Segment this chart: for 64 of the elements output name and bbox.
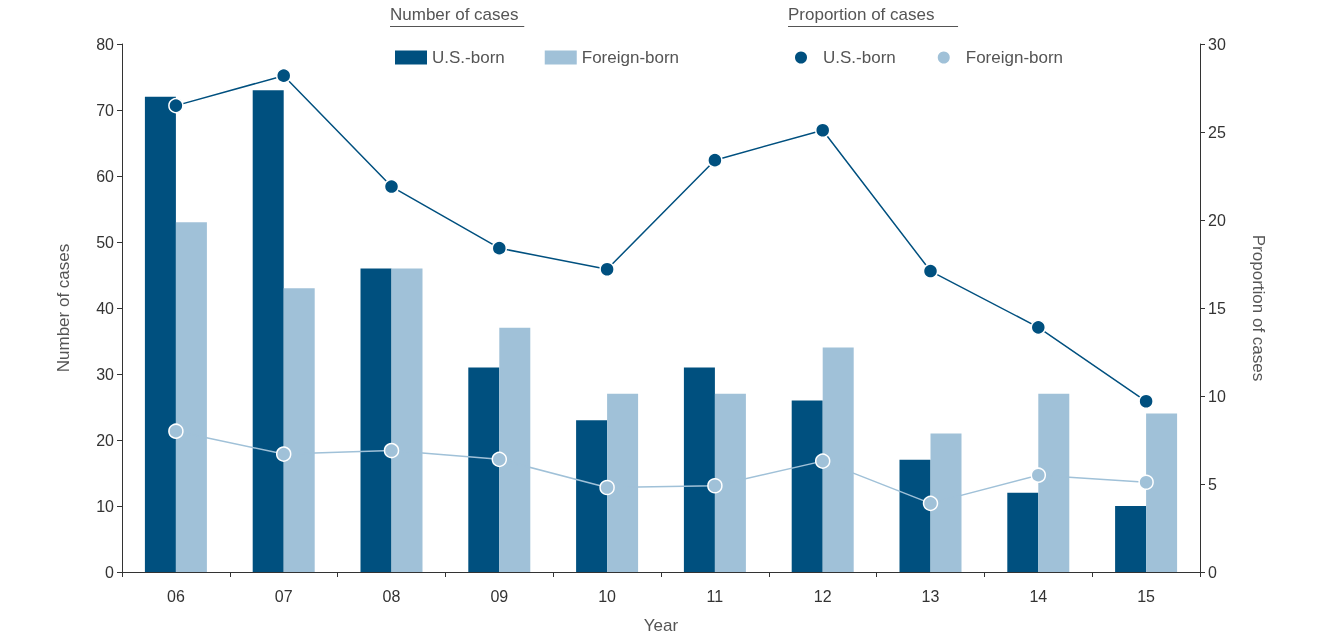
x-tick-label: 15 bbox=[1137, 587, 1156, 605]
x-tick-label: 09 bbox=[490, 587, 509, 605]
point bbox=[707, 478, 723, 494]
point bbox=[1030, 319, 1047, 336]
y2-tick-label: 10 bbox=[1208, 387, 1226, 405]
x-tick-label: 14 bbox=[1029, 587, 1048, 605]
point bbox=[922, 263, 939, 279]
point bbox=[275, 67, 292, 84]
point bbox=[814, 122, 831, 138]
y2-tick-label: 0 bbox=[1208, 563, 1217, 581]
point bbox=[707, 152, 723, 168]
x-tick-label: 11 bbox=[706, 587, 724, 605]
point bbox=[1138, 393, 1154, 410]
bar bbox=[1115, 506, 1147, 572]
point bbox=[599, 479, 615, 496]
bar bbox=[576, 420, 608, 572]
point bbox=[168, 97, 184, 114]
point bbox=[1030, 467, 1047, 483]
point bbox=[1138, 474, 1154, 490]
x-tick-label: 12 bbox=[813, 587, 832, 605]
point bbox=[168, 423, 184, 439]
text: Proportion of cases bbox=[788, 5, 935, 24]
y2-tick-label: 30 bbox=[1208, 35, 1226, 53]
y-tick-label: 70 bbox=[96, 101, 115, 119]
x-tick-label: 08 bbox=[382, 587, 401, 605]
bar bbox=[791, 400, 823, 572]
bar bbox=[360, 268, 392, 572]
bar bbox=[252, 90, 284, 572]
x-axis-title: Year bbox=[643, 616, 679, 635]
point bbox=[922, 495, 939, 512]
point bbox=[599, 261, 615, 278]
text: Number of cases bbox=[390, 5, 519, 24]
bar bbox=[899, 459, 931, 572]
point bbox=[491, 451, 508, 468]
point bbox=[814, 453, 831, 469]
bar bbox=[468, 367, 500, 572]
x-tick-label: 07 bbox=[274, 587, 293, 605]
y-tick-label: 0 bbox=[105, 563, 115, 581]
bar bbox=[1007, 492, 1039, 572]
point bbox=[383, 442, 400, 459]
x-tick-label: 06 bbox=[167, 587, 185, 605]
x-tick-label: 10 bbox=[598, 587, 617, 605]
y-tick-label: 40 bbox=[96, 299, 115, 317]
legend-label: U.S.-born bbox=[823, 48, 896, 67]
y2-tick-label: 20 bbox=[1208, 211, 1226, 229]
point bbox=[491, 240, 508, 256]
bar bbox=[683, 367, 715, 572]
legend-label: Foreign-born bbox=[581, 48, 680, 67]
y-tick-label: 20 bbox=[96, 431, 115, 449]
y2-tick-label: 15 bbox=[1208, 299, 1226, 317]
y2-tick-label: 5 bbox=[1208, 475, 1217, 493]
y-tick-label: 80 bbox=[96, 35, 115, 53]
point bbox=[275, 446, 292, 462]
y2-axis-title: Proportion of cases bbox=[1249, 234, 1268, 382]
y-tick-label: 10 bbox=[96, 497, 115, 515]
legend-label: Foreign-born bbox=[965, 48, 1064, 67]
y-tick-label: 60 bbox=[96, 167, 115, 185]
y-axis-title: Number of cases bbox=[54, 243, 73, 373]
y-tick-label: 50 bbox=[96, 233, 115, 251]
x-tick-label: 13 bbox=[921, 587, 940, 605]
point bbox=[383, 178, 400, 195]
y2-tick-label: 25 bbox=[1208, 123, 1226, 141]
y-tick-label: 30 bbox=[96, 365, 115, 383]
legend-label: U.S.-born bbox=[432, 48, 505, 67]
